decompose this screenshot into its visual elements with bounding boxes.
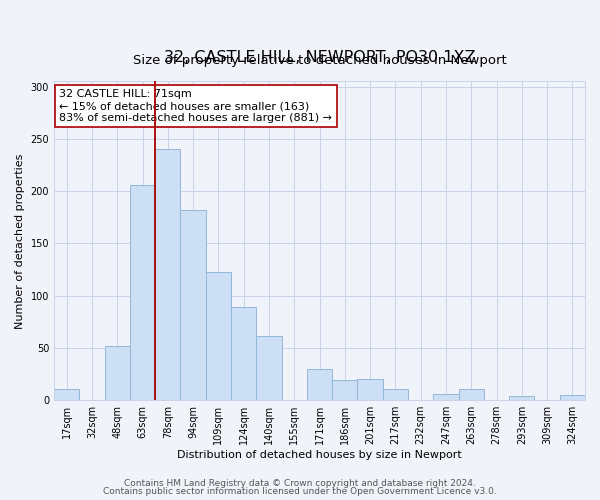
Text: 32 CASTLE HILL: 71sqm
← 15% of detached houses are smaller (163)
83% of semi-det: 32 CASTLE HILL: 71sqm ← 15% of detached … [59,90,332,122]
Bar [104,346,130,400]
Bar [206,272,231,400]
Bar [256,336,281,400]
Bar [181,210,206,400]
Bar [509,396,535,400]
Bar [358,380,383,400]
Bar [130,185,155,400]
Bar [307,369,332,400]
Title: 32, CASTLE HILL, NEWPORT, PO30 1XZ: 32, CASTLE HILL, NEWPORT, PO30 1XZ [164,50,475,65]
Text: Size of property relative to detached houses in Newport: Size of property relative to detached ho… [133,54,506,67]
X-axis label: Distribution of detached houses by size in Newport: Distribution of detached houses by size … [177,450,462,460]
Bar [231,307,256,400]
Bar [155,150,181,400]
Bar [458,388,484,400]
Bar [433,394,458,400]
Text: Contains public sector information licensed under the Open Government Licence v3: Contains public sector information licen… [103,487,497,496]
Text: Contains HM Land Registry data © Crown copyright and database right 2024.: Contains HM Land Registry data © Crown c… [124,478,476,488]
Y-axis label: Number of detached properties: Number of detached properties [15,153,25,328]
Bar [383,388,408,400]
Bar [332,380,358,400]
Bar [560,395,585,400]
Bar [54,388,79,400]
